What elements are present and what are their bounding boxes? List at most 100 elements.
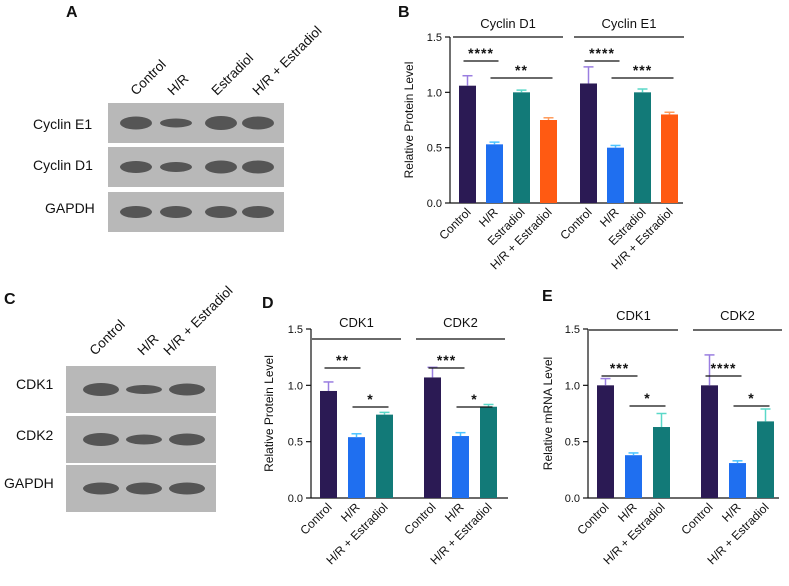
panel-b-group-title: Cyclin D1: [480, 16, 536, 31]
panel-b-ytick-label: 1.0: [427, 87, 442, 99]
panel-b-xtick-label: Control: [557, 205, 594, 242]
panel-d-ytick-label: 1.5: [288, 324, 303, 336]
panel-b-sig-label: ****: [589, 45, 615, 61]
panel-d-group-title: CDK1: [339, 315, 374, 330]
panel-letter-d: D: [262, 295, 274, 312]
panel-letter-a: A: [66, 4, 78, 21]
blot-c-band-2-2: [169, 482, 205, 495]
blot-strips-a: [108, 103, 284, 232]
blot-c-band-1-2: [169, 433, 205, 446]
blot-strips-c: [66, 366, 216, 512]
panel-d-group-title: CDK2: [443, 315, 478, 330]
panel-b-bar-cyclin-d1-2: [513, 92, 530, 203]
panel-e-sig-label: *: [644, 390, 650, 406]
panel-b-bar-cyclin-e1-3: [661, 114, 678, 203]
panel-a-blot: A Control H/R Estradiol H/R + Estradiol …: [33, 4, 325, 232]
panel-b-chart: B 0.0 0.5 1.0 1.5 Relative Protein Level Cont…: [398, 4, 684, 272]
lane-label-estradiol: Estradiol: [209, 50, 257, 98]
panel-e-chart: E 0.0 0.5 1.0 1.5 Relative mRNA Level Control…: [541, 288, 782, 567]
panel-d-bar-cdk1-2: [376, 414, 393, 498]
panel-b-bar-cyclin-d1-3: [540, 120, 557, 203]
panel-d-ytick-label: 0.5: [288, 437, 303, 449]
row-label-cdk2: CDK2: [16, 427, 54, 443]
panel-e-ytick-label: 1.0: [565, 380, 580, 392]
panel-b-bar-cyclin-d1-0: [459, 85, 476, 203]
panel-e-sig-label: *: [748, 390, 754, 406]
panel-d-bar-cdk2-2: [480, 406, 497, 498]
panel-b-bar-cyclin-e1-1: [607, 147, 624, 203]
panel-e-group-title: CDK1: [616, 308, 651, 323]
panel-d-ytick-label: 1.0: [288, 380, 303, 392]
panel-b-xtick-label: Control: [436, 205, 473, 242]
panel-b-ytick-label: 1.5: [427, 32, 442, 44]
lane-label-hr-estradiol: H/R + Estradiol: [250, 23, 325, 98]
panel-d-sig-label: *: [367, 391, 373, 407]
panel-e-xtick-label: Control: [678, 500, 715, 537]
panel-letter-b: B: [398, 4, 410, 21]
blot-c-band-1-1: [126, 434, 162, 445]
panel-b-group-title: Cyclin E1: [602, 16, 657, 31]
blot-a-band-2-3: [242, 206, 274, 218]
blot-a-band-0-0: [120, 116, 152, 130]
blot-a-band-1-2: [205, 160, 237, 174]
panel-d-ylabel: Relative Protein Level: [262, 355, 276, 472]
row-label-cyclin-e1: Cyclin E1: [33, 116, 92, 132]
row-label-cdk1: CDK1: [16, 376, 54, 392]
blot-c-band-0-1: [126, 385, 162, 394]
panel-e-bar-cdk1-2: [653, 427, 670, 498]
blot-a-band-0-1: [160, 118, 192, 128]
panel-d-ytick-label: 0.0: [288, 493, 303, 505]
blot-c-band-2-0: [83, 482, 119, 495]
panel-e-xtick-label: Control: [574, 500, 611, 537]
panel-d-bar-cdk1-0: [320, 390, 337, 498]
panel-b-ytick-label: 0.5: [427, 143, 442, 155]
blot-a-band-0-3: [242, 116, 274, 130]
panel-d-bar-cdk2-1: [452, 436, 469, 498]
panel-b-bar-cyclin-d1-1: [486, 144, 503, 203]
panel-c-blot: C Control H/R H/R + Estradiol CDK1 CDK2 …: [4, 283, 236, 512]
lane-label-control: Control: [128, 57, 169, 98]
blot-a-band-2-1: [160, 206, 192, 218]
panel-d-bar-cdk2-0: [424, 377, 441, 498]
row-label-gapdh-a: GAPDH: [45, 200, 95, 216]
blot-a-band-1-0: [120, 161, 152, 173]
panel-d-sig-label: ***: [437, 352, 456, 368]
panel-b-sig-label: ***: [633, 62, 652, 78]
lane-label-c-hr-estradiol: H/R + Estradiol: [161, 283, 236, 358]
panel-d-chart: D 0.0 0.5 1.0 1.5 Relative Protein Level Cont…: [262, 295, 508, 567]
blot-c-band-1-0: [83, 433, 119, 446]
panel-b-sig-label: ****: [468, 45, 494, 61]
blot-c-band-0-2: [169, 383, 205, 396]
panel-d-sig-label: *: [471, 391, 477, 407]
panel-d-xtick-label: Control: [297, 500, 334, 537]
blot-a-band-0-2: [205, 116, 237, 130]
blot-a-band-1-3: [242, 160, 274, 174]
panel-b-bar-cyclin-e1-2: [634, 92, 651, 203]
panel-e-bar-cdk2-0: [701, 385, 718, 498]
panel-b-ylabel: Relative Protein Level: [402, 62, 416, 179]
lane-label-c-hr: H/R: [135, 331, 162, 358]
blot-a-band-2-2: [205, 206, 237, 218]
panel-e-bar-cdk2-1: [729, 463, 746, 498]
panel-letter-e: E: [542, 288, 553, 305]
blot-c-band-2-1: [126, 482, 162, 495]
blot-a-band-2-0: [120, 206, 152, 218]
panel-letter-c: C: [4, 291, 16, 308]
panel-b-sig-label: **: [515, 62, 528, 78]
row-label-gapdh-c: GAPDH: [4, 475, 54, 491]
panel-e-ylabel: Relative mRNA Level: [541, 357, 555, 470]
panel-e-ytick-label: 0.0: [565, 493, 580, 505]
panel-e-bar-cdk1-0: [597, 385, 614, 498]
row-label-cyclin-d1: Cyclin D1: [33, 157, 93, 173]
panel-d-bar-cdk1-1: [348, 437, 365, 498]
panel-e-bar-cdk2-2: [757, 421, 774, 498]
blot-a-band-1-1: [160, 162, 192, 172]
lane-label-c-control: Control: [87, 317, 128, 358]
panel-d-sig-label: **: [336, 352, 349, 368]
panel-e-ytick-label: 1.5: [565, 324, 580, 336]
panel-e-sig-label: ****: [711, 360, 737, 376]
panel-b-ytick-label: 0.0: [427, 198, 442, 210]
blot-c-band-0-0: [83, 383, 119, 396]
panel-b-bar-cyclin-e1-0: [580, 83, 597, 203]
